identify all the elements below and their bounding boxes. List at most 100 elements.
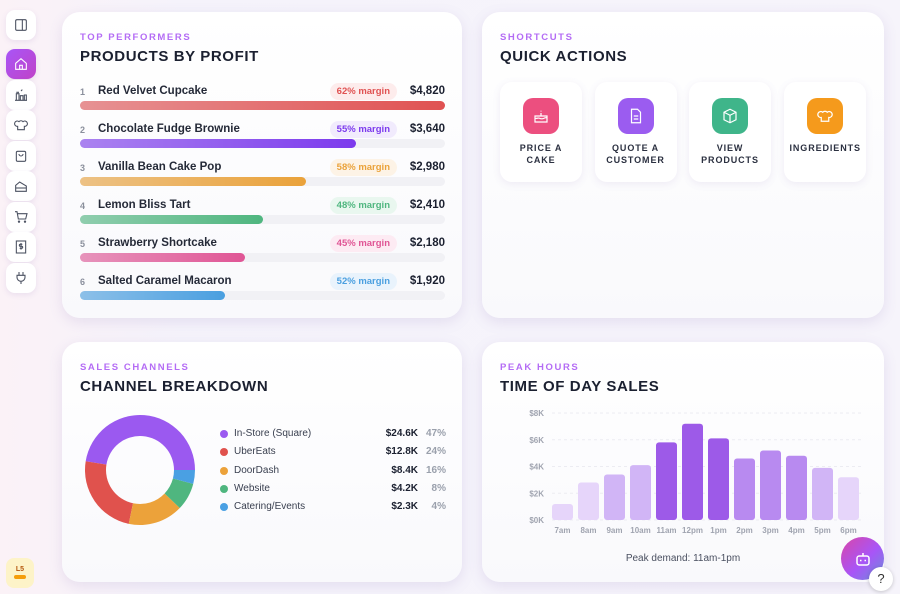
quick-action-view-products[interactable]: VIEW PRODUCTS bbox=[689, 82, 771, 182]
hourly-sales-bar-chart: $0K $2K $4K $6K $8K 7am 8am 9am 10am 11am 12pm 1pm 2… bbox=[529, 409, 862, 535]
help-button[interactable]: ? bbox=[869, 567, 893, 591]
legend-value: $4.2K bbox=[391, 482, 418, 494]
home-icon bbox=[15, 57, 27, 70]
document-icon bbox=[630, 108, 641, 124]
chef-hat-icon bbox=[816, 110, 833, 122]
channels-eyebrow: SALES CHANNELS bbox=[80, 362, 190, 373]
product-name: Salted Caramel Macaron bbox=[98, 275, 232, 287]
donut-slice-catering-events[interactable] bbox=[172, 470, 195, 484]
product-row[interactable]: 4 Lemon Bliss Tart 48% margin $2,410 bbox=[80, 197, 445, 231]
bar-3pm[interactable] bbox=[760, 450, 781, 520]
product-row[interactable]: 6 Salted Caramel Macaron 52% margin $1,9… bbox=[80, 273, 445, 307]
legend-value: $2.3K bbox=[391, 501, 418, 513]
bar-9am[interactable] bbox=[604, 474, 625, 520]
cart-icon bbox=[15, 211, 28, 223]
quick-action-price-a-cake[interactable]: PRICE A CAKE bbox=[500, 82, 582, 182]
bar-12pm[interactable] bbox=[682, 423, 703, 520]
sidebar-item-plug[interactable] bbox=[6, 263, 36, 293]
donut-slice-doordash[interactable] bbox=[128, 493, 180, 525]
product-name: Lemon Bliss Tart bbox=[98, 199, 191, 211]
y-tick-label: $6K bbox=[529, 436, 544, 445]
channels-card: SALES CHANNELS CHANNEL BREAKDOWN In-Stor… bbox=[62, 342, 462, 582]
product-profit: $4,820 bbox=[409, 85, 445, 97]
donut-slice-website[interactable] bbox=[164, 478, 194, 508]
sidebar-item-sidebar-toggle[interactable] bbox=[6, 10, 36, 40]
legend-item[interactable]: DoorDash $8.4K 16% bbox=[220, 465, 446, 481]
level-badge[interactable]: L5 bbox=[6, 558, 34, 588]
sidebar-item-cart[interactable] bbox=[6, 202, 36, 232]
legend-label: UberEats bbox=[234, 446, 276, 458]
quick-action-quote-a-customer[interactable]: QUOTE A CUSTOMER bbox=[594, 82, 677, 182]
margin-badge: 48% margin bbox=[329, 197, 397, 214]
profit-bar-fill bbox=[80, 253, 246, 262]
x-tick-label: 6pm bbox=[840, 526, 856, 535]
quick-action-label: INGREDIENTS bbox=[789, 143, 861, 153]
sidebar-item-factory[interactable] bbox=[6, 80, 36, 110]
margin-badge: 62% margin bbox=[329, 83, 397, 100]
shopping-bag-icon bbox=[15, 150, 27, 162]
legend-swatch bbox=[220, 466, 228, 475]
quick-action-icon-bg bbox=[712, 98, 748, 134]
margin-badge: 45% margin bbox=[329, 235, 397, 252]
bar-8am[interactable] bbox=[578, 482, 599, 520]
profit-bar-fill bbox=[80, 139, 356, 148]
legend-item[interactable]: In-Store (Square) $24.6K 47% bbox=[220, 428, 446, 444]
x-tick-label: 7am bbox=[554, 526, 570, 535]
factory-icon bbox=[15, 89, 27, 101]
sidebar-item-home[interactable] bbox=[6, 49, 36, 79]
x-tick-label: 9am bbox=[606, 526, 622, 535]
product-rank: 2 bbox=[80, 125, 86, 135]
legend-swatch bbox=[220, 484, 228, 493]
sidebar-item-shopping-bag[interactable] bbox=[6, 141, 36, 171]
profit-bar-fill bbox=[80, 291, 226, 300]
profit-bar-track bbox=[80, 253, 445, 262]
chef-hat-icon bbox=[14, 120, 28, 131]
y-tick-label: $8K bbox=[529, 409, 544, 418]
product-row[interactable]: 1 Red Velvet Cupcake 62% margin $4,820 bbox=[80, 83, 445, 117]
bar-2pm[interactable] bbox=[734, 458, 755, 520]
quick-action-ingredients[interactable]: INGREDIENTS bbox=[783, 82, 866, 182]
bar-10am[interactable] bbox=[630, 465, 651, 520]
sidebar-item-receipt-dollar[interactable] bbox=[6, 232, 36, 262]
assistant-button[interactable] bbox=[841, 537, 884, 580]
x-tick-label: 4pm bbox=[788, 526, 804, 535]
legend-item[interactable]: UberEats $12.8K 24% bbox=[220, 446, 446, 462]
legend-item[interactable]: Website $4.2K 8% bbox=[220, 483, 446, 499]
product-row[interactable]: 2 Chocolate Fudge Brownie 55% margin $3,… bbox=[80, 121, 445, 155]
profit-bar-fill bbox=[80, 101, 445, 110]
hours-title: TIME OF DAY SALES bbox=[500, 378, 660, 395]
quick-action-label: VIEW PRODUCTS bbox=[701, 143, 759, 165]
bar-7am[interactable] bbox=[552, 503, 573, 520]
channels-title: CHANNEL BREAKDOWN bbox=[80, 378, 269, 395]
sidebar-item-chef-hat[interactable] bbox=[6, 110, 36, 140]
sidebar-item-cake-slice[interactable] bbox=[6, 171, 36, 201]
legend-item[interactable]: Catering/Events $2.3K 4% bbox=[220, 501, 446, 517]
donut-slice-in-store-square-[interactable] bbox=[85, 415, 195, 470]
bar-6pm[interactable] bbox=[838, 477, 859, 520]
profit-bar-fill bbox=[80, 177, 306, 186]
product-row[interactable]: 5 Strawberry Shortcake 45% margin $2,180 bbox=[80, 235, 445, 269]
profit-bar-track bbox=[80, 101, 445, 110]
x-tick-label: 2pm bbox=[736, 526, 752, 535]
legend-value: $24.6K bbox=[385, 428, 418, 439]
product-name: Chocolate Fudge Brownie bbox=[98, 123, 240, 135]
quick-action-label: QUOTE A CUSTOMER bbox=[606, 143, 665, 165]
bar-5pm[interactable] bbox=[812, 467, 833, 520]
product-profit: $3,640 bbox=[409, 123, 445, 135]
legend-percent: 24% bbox=[425, 446, 446, 458]
x-tick-label: 8am bbox=[580, 526, 596, 535]
shortcuts-eyebrow: SHORTCUTS bbox=[500, 32, 574, 43]
bar-4pm[interactable] bbox=[786, 455, 807, 520]
product-rank: 3 bbox=[80, 163, 86, 173]
bar-11am[interactable] bbox=[656, 442, 677, 520]
profit-bar-track bbox=[80, 215, 445, 224]
donut-slice-ubereats[interactable] bbox=[85, 461, 134, 524]
products-title: PRODUCTS BY PROFIT bbox=[80, 48, 259, 65]
bar-1pm[interactable] bbox=[708, 438, 729, 520]
quick-action-icon-bg bbox=[806, 98, 843, 134]
level-progress bbox=[14, 575, 26, 579]
cake-slice-icon bbox=[15, 181, 27, 192]
product-profit: $2,410 bbox=[409, 199, 445, 211]
profit-bar-track bbox=[80, 139, 445, 148]
product-row[interactable]: 3 Vanilla Bean Cake Pop 58% margin $2,98… bbox=[80, 159, 445, 193]
